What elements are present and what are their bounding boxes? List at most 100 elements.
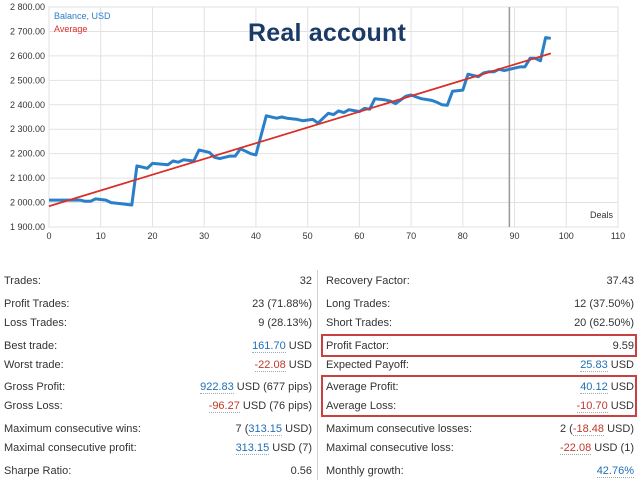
stat-label-best-trade: Best trade:: [4, 340, 58, 352]
x-tick-label: 50: [303, 231, 313, 241]
stat-label-maximum-consecutive-losses: Maximum consecutive losses:: [326, 423, 473, 435]
stat-row-maximal-consecutive-loss: Maximal consecutive loss: -22.08 USD (1): [326, 439, 634, 457]
stat-row-maximal-consecutive-profit: Maximal consecutive profit: 313.15 USD (7…: [4, 439, 312, 457]
stat-value-amount: -22.08: [254, 359, 286, 372]
y-tick-label: 1 900.00: [10, 222, 45, 232]
stat-label-average-loss: Average Loss:: [326, 400, 397, 412]
stat-value-loss-trades: 9 (28.13%): [258, 317, 312, 329]
stat-value-unit: USD: [607, 400, 634, 412]
stat-value-long-trades: 12 (37.50%): [574, 298, 634, 310]
stat-label-expected-payoff: Expected Payoff:: [326, 359, 409, 371]
stat-row-profit-factor: Profit Factor: 9.59: [326, 337, 634, 355]
x-tick-label: 40: [251, 231, 261, 241]
stat-value-gross-loss: -96.27 USD (76 pips): [208, 397, 312, 415]
stat-row-profit-trades: Profit Trades: 23 (71.88%): [4, 295, 312, 313]
stat-row-short-trades: Short Trades: 20 (62.50%): [326, 314, 634, 332]
stat-value-amount: -96.27: [208, 400, 240, 413]
stat-row-recovery-factor: Recovery Factor: 37.43: [326, 272, 634, 290]
stat-label-recovery-factor: Recovery Factor:: [326, 275, 410, 287]
stat-value-amount: -22.08: [560, 442, 592, 455]
stat-row-best-trade: Best trade: 161.70 USD: [4, 337, 312, 355]
stat-value-amount: 161.70: [252, 340, 286, 353]
stat-value-unit: USD): [604, 423, 634, 435]
stat-value-profit-trades: 23 (71.88%): [252, 298, 312, 310]
stat-value-amount: -18.48: [572, 423, 605, 436]
stat-value-amount: -10.70: [576, 400, 608, 413]
stat-value-maximal-consecutive-profit: 313.15 USD (7): [235, 439, 312, 457]
stat-value-amount: 25.83: [580, 359, 608, 372]
stat-label-sharpe-ratio: Sharpe Ratio:: [4, 465, 72, 477]
stat-value-best-trade: 161.70 USD: [252, 337, 312, 355]
stat-row-maximum-consecutive-wins: Maximum consecutive wins: 7 (313.15 USD): [4, 420, 312, 438]
stat-label-long-trades: Long Trades:: [326, 298, 391, 310]
stat-row-gross-loss: Gross Loss: -96.27 USD (76 pips): [4, 397, 312, 415]
stat-row-gross-profit: Gross Profit: 922.83 USD (677 pips): [4, 378, 312, 396]
stat-value-unit: USD (7): [269, 442, 312, 454]
stat-value-recovery-factor: 37.43: [606, 275, 634, 287]
stat-value-sharpe-ratio: 0.56: [290, 465, 312, 477]
x-tick-label: 30: [199, 231, 209, 241]
legend-balance: Balance, USD: [54, 11, 111, 21]
x-tick-label: 100: [559, 231, 574, 241]
legend-average: Average: [54, 24, 88, 34]
stat-row-average-profit: Average Profit: 40.12 USD: [326, 378, 634, 396]
stat-label-profit-factor: Profit Factor:: [326, 340, 389, 352]
stat-label-profit-trades: Profit Trades:: [4, 298, 70, 310]
stat-label-worst-trade: Worst trade:: [4, 359, 64, 371]
x-tick-label: 110: [611, 231, 625, 241]
highlight-profit-factor: [321, 334, 637, 357]
stat-label-gross-loss: Gross Loss:: [4, 400, 63, 412]
x-tick-label: 20: [147, 231, 157, 241]
stat-value-unit: USD: [607, 359, 634, 371]
stat-label-maximal-consecutive-profit: Maximal consecutive profit:: [4, 442, 137, 454]
stat-row-expected-payoff: Expected Payoff: 25.83 USD: [326, 356, 634, 374]
y-tick-label: 2 100.00: [10, 173, 45, 183]
stat-label-gross-profit: Gross Profit:: [4, 381, 66, 393]
plot-area: [48, 6, 619, 228]
stat-value-unit: USD (76 pips): [239, 400, 312, 412]
x-tick-label: 70: [406, 231, 416, 241]
stat-row-worst-trade: Worst trade: -22.08 USD: [4, 356, 312, 374]
stat-value-amount: 40.12: [580, 381, 608, 394]
stat-label-average-profit: Average Profit:: [326, 381, 399, 393]
stat-value-average-loss: -10.70 USD: [576, 397, 634, 415]
stat-row-average-loss: Average Loss: -10.70 USD: [326, 397, 634, 415]
stat-value-worst-trade: -22.08 USD: [254, 356, 312, 374]
stat-row-maximum-consecutive-losses: Maximum consecutive losses: 2 (-18.48 USD…: [326, 420, 634, 438]
x-tick-label: 10: [96, 231, 106, 241]
x-tick-label: 80: [458, 231, 468, 241]
y-tick-label: 2 200.00: [10, 149, 45, 159]
stat-value-prefix: 7 (: [235, 423, 249, 435]
stat-label-short-trades: Short Trades:: [326, 317, 393, 329]
stat-value-prefix: 2 (: [560, 423, 573, 435]
y-tick-label: 2 800.00: [10, 2, 45, 12]
highlight-average-profit-loss: [321, 375, 637, 417]
stat-row-long-trades: Long Trades: 12 (37.50%): [326, 295, 634, 313]
y-tick-label: 2 500.00: [10, 75, 45, 85]
y-tick-label: 2 700.00: [10, 26, 45, 36]
stat-value-unit: USD): [282, 423, 312, 435]
chart-title: Real account: [248, 19, 407, 47]
column-divider: [317, 270, 318, 480]
stat-value-expected-payoff: 25.83 USD: [580, 356, 634, 374]
stat-row-trades: Trades: 32: [4, 272, 312, 290]
stat-value-amount: 313.15: [235, 442, 270, 455]
average-line-overlay: [48, 52, 551, 207]
stat-value-amount: 42.76%: [596, 465, 634, 478]
stat-row-monthly-growth: Monthly growth: 42.76%: [326, 462, 634, 480]
stat-value-maximal-consecutive-loss: -22.08 USD (1): [560, 439, 634, 457]
y-tick-label: 2 400.00: [10, 100, 45, 110]
stat-value-unit: USD (1): [591, 442, 634, 454]
chart-canvas: 1 900.00 2 000.00 2 100.00 2 200.00 2 300.00…: [10, 2, 625, 241]
stat-value-unit: USD: [285, 340, 312, 352]
stat-value-unit: USD (677 pips): [233, 381, 312, 393]
y-tick-label: 2 600.00: [10, 51, 45, 61]
stat-value-amount: 922.83: [200, 381, 234, 394]
stat-value-profit-factor: 9.59: [612, 340, 634, 352]
stat-value-maximum-consecutive-losses: 2 (-18.48 USD): [560, 420, 634, 438]
y-tick-label: 2 000.00: [10, 198, 45, 208]
statistics-panel: Trades: 32 Profit Trades: 23 (71.88%) Loss T…: [0, 262, 640, 480]
x-tick-label: 60: [354, 231, 364, 241]
x-tick-label: 0: [46, 231, 51, 241]
x-axis-label: Deals: [590, 210, 614, 220]
